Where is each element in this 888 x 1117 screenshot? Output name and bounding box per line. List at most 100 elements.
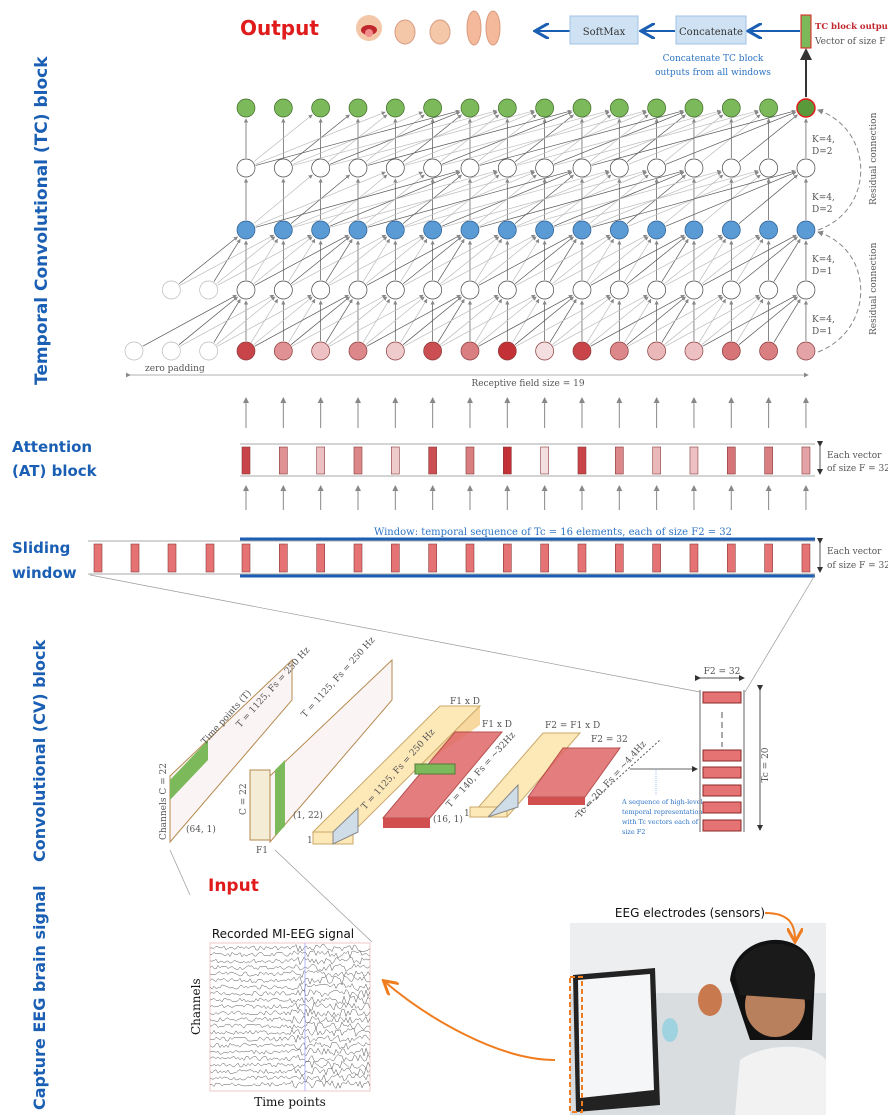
hidden-node-l3 — [460, 158, 480, 178]
tc-connection — [367, 169, 573, 228]
tc-connection — [627, 234, 723, 286]
tc-connection — [478, 234, 573, 286]
tc-connection — [479, 109, 685, 166]
eeg-channel-trace — [210, 1080, 371, 1090]
residual-block1-output-node — [572, 220, 592, 240]
tc-output-node — [759, 98, 778, 118]
tongue-icon — [356, 15, 382, 41]
attention-vector — [540, 446, 549, 475]
hidden-node-l1 — [609, 280, 629, 300]
tc-connection — [701, 236, 761, 285]
tc-connection — [702, 294, 797, 347]
residual-block1-output-node — [348, 220, 368, 240]
tc-connection — [440, 296, 500, 345]
svg-text:temporal representation: temporal representation — [622, 808, 703, 816]
tc-connection — [590, 294, 685, 347]
attention-vector — [353, 446, 363, 475]
tc-output-node — [647, 98, 666, 118]
tc-connection — [626, 296, 686, 345]
tc-output-node — [535, 98, 554, 118]
window-vector — [316, 543, 325, 573]
svg-text:size F2: size F2 — [622, 828, 645, 836]
eeg-channel-trace — [209, 1067, 371, 1076]
window-vector — [205, 543, 215, 573]
cv-l2-kernel: (1, 22) — [293, 810, 323, 821]
tc-connection — [665, 111, 797, 165]
window-vector — [726, 543, 736, 573]
zero-padding-node — [161, 341, 181, 361]
eeg-recording-photo — [569, 923, 826, 1115]
eeg-channel-trace — [209, 1054, 371, 1063]
hidden-node-l1 — [273, 280, 293, 300]
tc-connection — [290, 236, 350, 285]
input-node — [460, 341, 480, 361]
layer4-k: K=4, — [812, 135, 835, 145]
tc-connection — [664, 236, 724, 285]
tc-connection — [665, 234, 760, 286]
eeg-channel-trace — [209, 1060, 371, 1070]
tc-connection — [552, 236, 612, 285]
concatenate-box: Concatenate — [675, 15, 747, 45]
input-node — [647, 341, 666, 361]
attention-vector — [503, 446, 512, 475]
cv-l3-one: 1 — [307, 836, 313, 846]
residual-block1-output-node — [647, 220, 666, 240]
input-node — [236, 341, 256, 361]
tc-output-size: Vector of size F = 32 — [814, 37, 888, 47]
softmax-label: SoftMax — [583, 27, 626, 38]
attention-vector — [316, 446, 325, 475]
hidden-node-l3 — [609, 158, 629, 178]
tc-connection — [738, 114, 798, 163]
window-vector — [279, 543, 288, 573]
tc-connection — [738, 174, 799, 224]
layer2-d: D=1 — [812, 267, 832, 277]
window-vector — [167, 543, 177, 573]
tc-connection — [589, 296, 649, 345]
hidden-node-l3 — [311, 158, 331, 178]
eeg-channel-trace — [210, 944, 371, 953]
tc-output-node — [311, 98, 331, 118]
input-node — [721, 341, 741, 361]
residual-arrow-1 — [817, 230, 862, 353]
eeg-channel-trace — [209, 1008, 371, 1018]
tc-final-output-node — [796, 98, 816, 118]
window-vector — [428, 543, 437, 573]
sw-vector-note-1: Each vector — [827, 547, 882, 557]
eeg-channel-trace — [209, 989, 371, 999]
attention-vector — [577, 446, 587, 475]
residual-block1-output-node — [311, 220, 331, 240]
layer1-d: D=1 — [812, 327, 832, 337]
cv-l4-f: F1 x D — [482, 720, 512, 730]
attention-vector — [726, 446, 736, 475]
hidden-node-l3 — [535, 158, 554, 178]
window-vector — [614, 543, 624, 573]
hidden-node-l3 — [647, 158, 666, 178]
tc-connection — [254, 294, 349, 347]
tc-connection — [365, 296, 425, 345]
eeg-channel-trace — [209, 970, 371, 979]
hidden-node-l3 — [572, 158, 592, 178]
tc-output-vector — [800, 14, 812, 49]
input-node — [423, 341, 442, 361]
window-vector — [577, 543, 587, 573]
window-vector — [93, 543, 103, 573]
tc-connection — [590, 234, 685, 286]
residual-label-2: Residual connection — [869, 112, 879, 205]
layer3-d: D=2 — [812, 205, 832, 215]
tc-connection — [253, 174, 313, 224]
cv-l5-one: 1 — [464, 809, 470, 819]
receptive-field-label: Receptive field size = 19 — [471, 379, 584, 389]
input-node — [796, 341, 816, 361]
zero-padding-label: zero padding — [145, 364, 205, 374]
input-node — [609, 341, 629, 361]
eeg-channel-trace — [209, 963, 371, 972]
attention-vector — [279, 446, 288, 475]
input-node — [497, 341, 517, 361]
hidden-node-l3 — [273, 158, 293, 178]
channels-axis-label: Channels — [189, 978, 203, 1035]
input-node — [535, 341, 554, 361]
input-node — [759, 341, 778, 361]
tc-connection — [515, 294, 611, 347]
eeg-channel-trace — [209, 995, 371, 1005]
attention-vector — [764, 446, 773, 475]
